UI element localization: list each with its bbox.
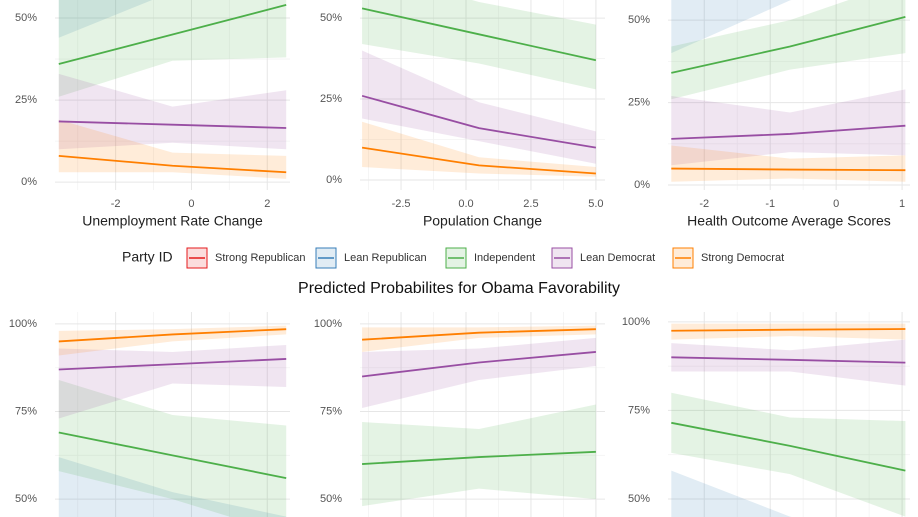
y-tick-label: 50% bbox=[15, 493, 37, 505]
legend-label: Strong Democrat bbox=[701, 252, 784, 264]
confidence-band bbox=[671, 89, 906, 166]
confidence-band bbox=[58, 325, 287, 356]
y-tick-label: 75% bbox=[15, 405, 37, 417]
x-tick-label: 2 bbox=[264, 198, 270, 210]
panel bbox=[55, 312, 290, 517]
y-tick-label: 50% bbox=[15, 12, 37, 24]
y-tick-label: 50% bbox=[320, 493, 342, 505]
y-tick-label: 0% bbox=[634, 179, 650, 191]
confidence-band bbox=[58, 457, 287, 517]
x-tick-label: 0 bbox=[188, 198, 194, 210]
confidence-band bbox=[362, 337, 596, 409]
panel bbox=[668, 0, 910, 190]
confidence-band bbox=[671, 0, 792, 54]
x-axis-label: Unemployment Rate Change bbox=[82, 213, 263, 229]
y-tick-label: 25% bbox=[320, 93, 342, 105]
x-tick-label: 0 bbox=[833, 198, 839, 210]
confidence-band bbox=[362, 0, 596, 90]
y-tick-label: 50% bbox=[320, 12, 342, 24]
x-tick-label: -2 bbox=[111, 198, 121, 210]
line bbox=[671, 421, 906, 472]
legend-label: Independent bbox=[474, 252, 535, 264]
x-tick-label: -2 bbox=[699, 198, 709, 210]
x-tick-label: 1 bbox=[899, 198, 905, 210]
x-tick-label: 5.0 bbox=[588, 198, 603, 210]
y-tick-label: 75% bbox=[320, 405, 342, 417]
confidence-band bbox=[58, 0, 287, 97]
line bbox=[361, 146, 596, 175]
y-tick-label: 100% bbox=[622, 316, 650, 328]
panel bbox=[360, 0, 605, 190]
legend-label: Lean Democrat bbox=[580, 252, 655, 264]
y-tick-label: 0% bbox=[326, 174, 342, 186]
y-tick-label: 100% bbox=[9, 318, 37, 330]
x-tick-label: -2.5 bbox=[392, 198, 411, 210]
line bbox=[58, 154, 287, 174]
y-tick-label: 100% bbox=[314, 318, 342, 330]
y-tick-label: 25% bbox=[15, 94, 37, 106]
line bbox=[58, 120, 287, 129]
panel bbox=[668, 312, 910, 517]
line bbox=[671, 328, 906, 332]
confidence-band bbox=[671, 0, 906, 100]
line bbox=[361, 7, 597, 62]
chart-title: Predicted Probabilites for Obama Favorab… bbox=[298, 280, 620, 297]
legend-label: Strong Republican bbox=[215, 252, 306, 264]
line bbox=[671, 124, 906, 140]
x-axis-label: Health Outcome Average Scores bbox=[687, 213, 891, 229]
confidence-band bbox=[671, 145, 906, 182]
line bbox=[361, 351, 596, 378]
confidence-band bbox=[671, 392, 906, 517]
x-tick-label: 2.5 bbox=[523, 198, 538, 210]
confidence-band bbox=[671, 339, 906, 386]
confidence-band bbox=[58, 344, 287, 419]
panel bbox=[55, 0, 290, 190]
confidence-band bbox=[58, 379, 287, 517]
y-tick-label: 75% bbox=[628, 404, 650, 416]
line bbox=[671, 167, 906, 172]
confidence-band bbox=[362, 325, 596, 352]
confidence-band bbox=[362, 50, 596, 164]
panel bbox=[360, 312, 605, 517]
confidence-band bbox=[58, 73, 287, 150]
legend-label: Lean Republican bbox=[344, 252, 427, 264]
line bbox=[58, 328, 287, 343]
line bbox=[361, 94, 597, 149]
x-tick-label: 0.0 bbox=[458, 198, 473, 210]
line bbox=[58, 4, 287, 65]
line bbox=[58, 431, 287, 479]
line bbox=[671, 15, 906, 74]
x-tick-label: -1 bbox=[765, 198, 775, 210]
confidence-band bbox=[58, 119, 287, 179]
legend-title: Party ID bbox=[122, 249, 173, 265]
x-axis-label: Population Change bbox=[423, 213, 542, 229]
line bbox=[671, 356, 906, 364]
confidence-band bbox=[671, 470, 792, 517]
y-tick-label: 50% bbox=[628, 14, 650, 26]
confidence-band bbox=[58, 0, 153, 38]
y-tick-label: 25% bbox=[628, 96, 650, 108]
confidence-band bbox=[362, 404, 596, 507]
confidence-band bbox=[671, 323, 906, 340]
y-tick-label: 50% bbox=[628, 493, 650, 505]
line bbox=[362, 450, 596, 465]
y-tick-label: 0% bbox=[21, 176, 37, 188]
line bbox=[362, 328, 596, 341]
confidence-band bbox=[362, 121, 596, 177]
line bbox=[58, 358, 287, 371]
